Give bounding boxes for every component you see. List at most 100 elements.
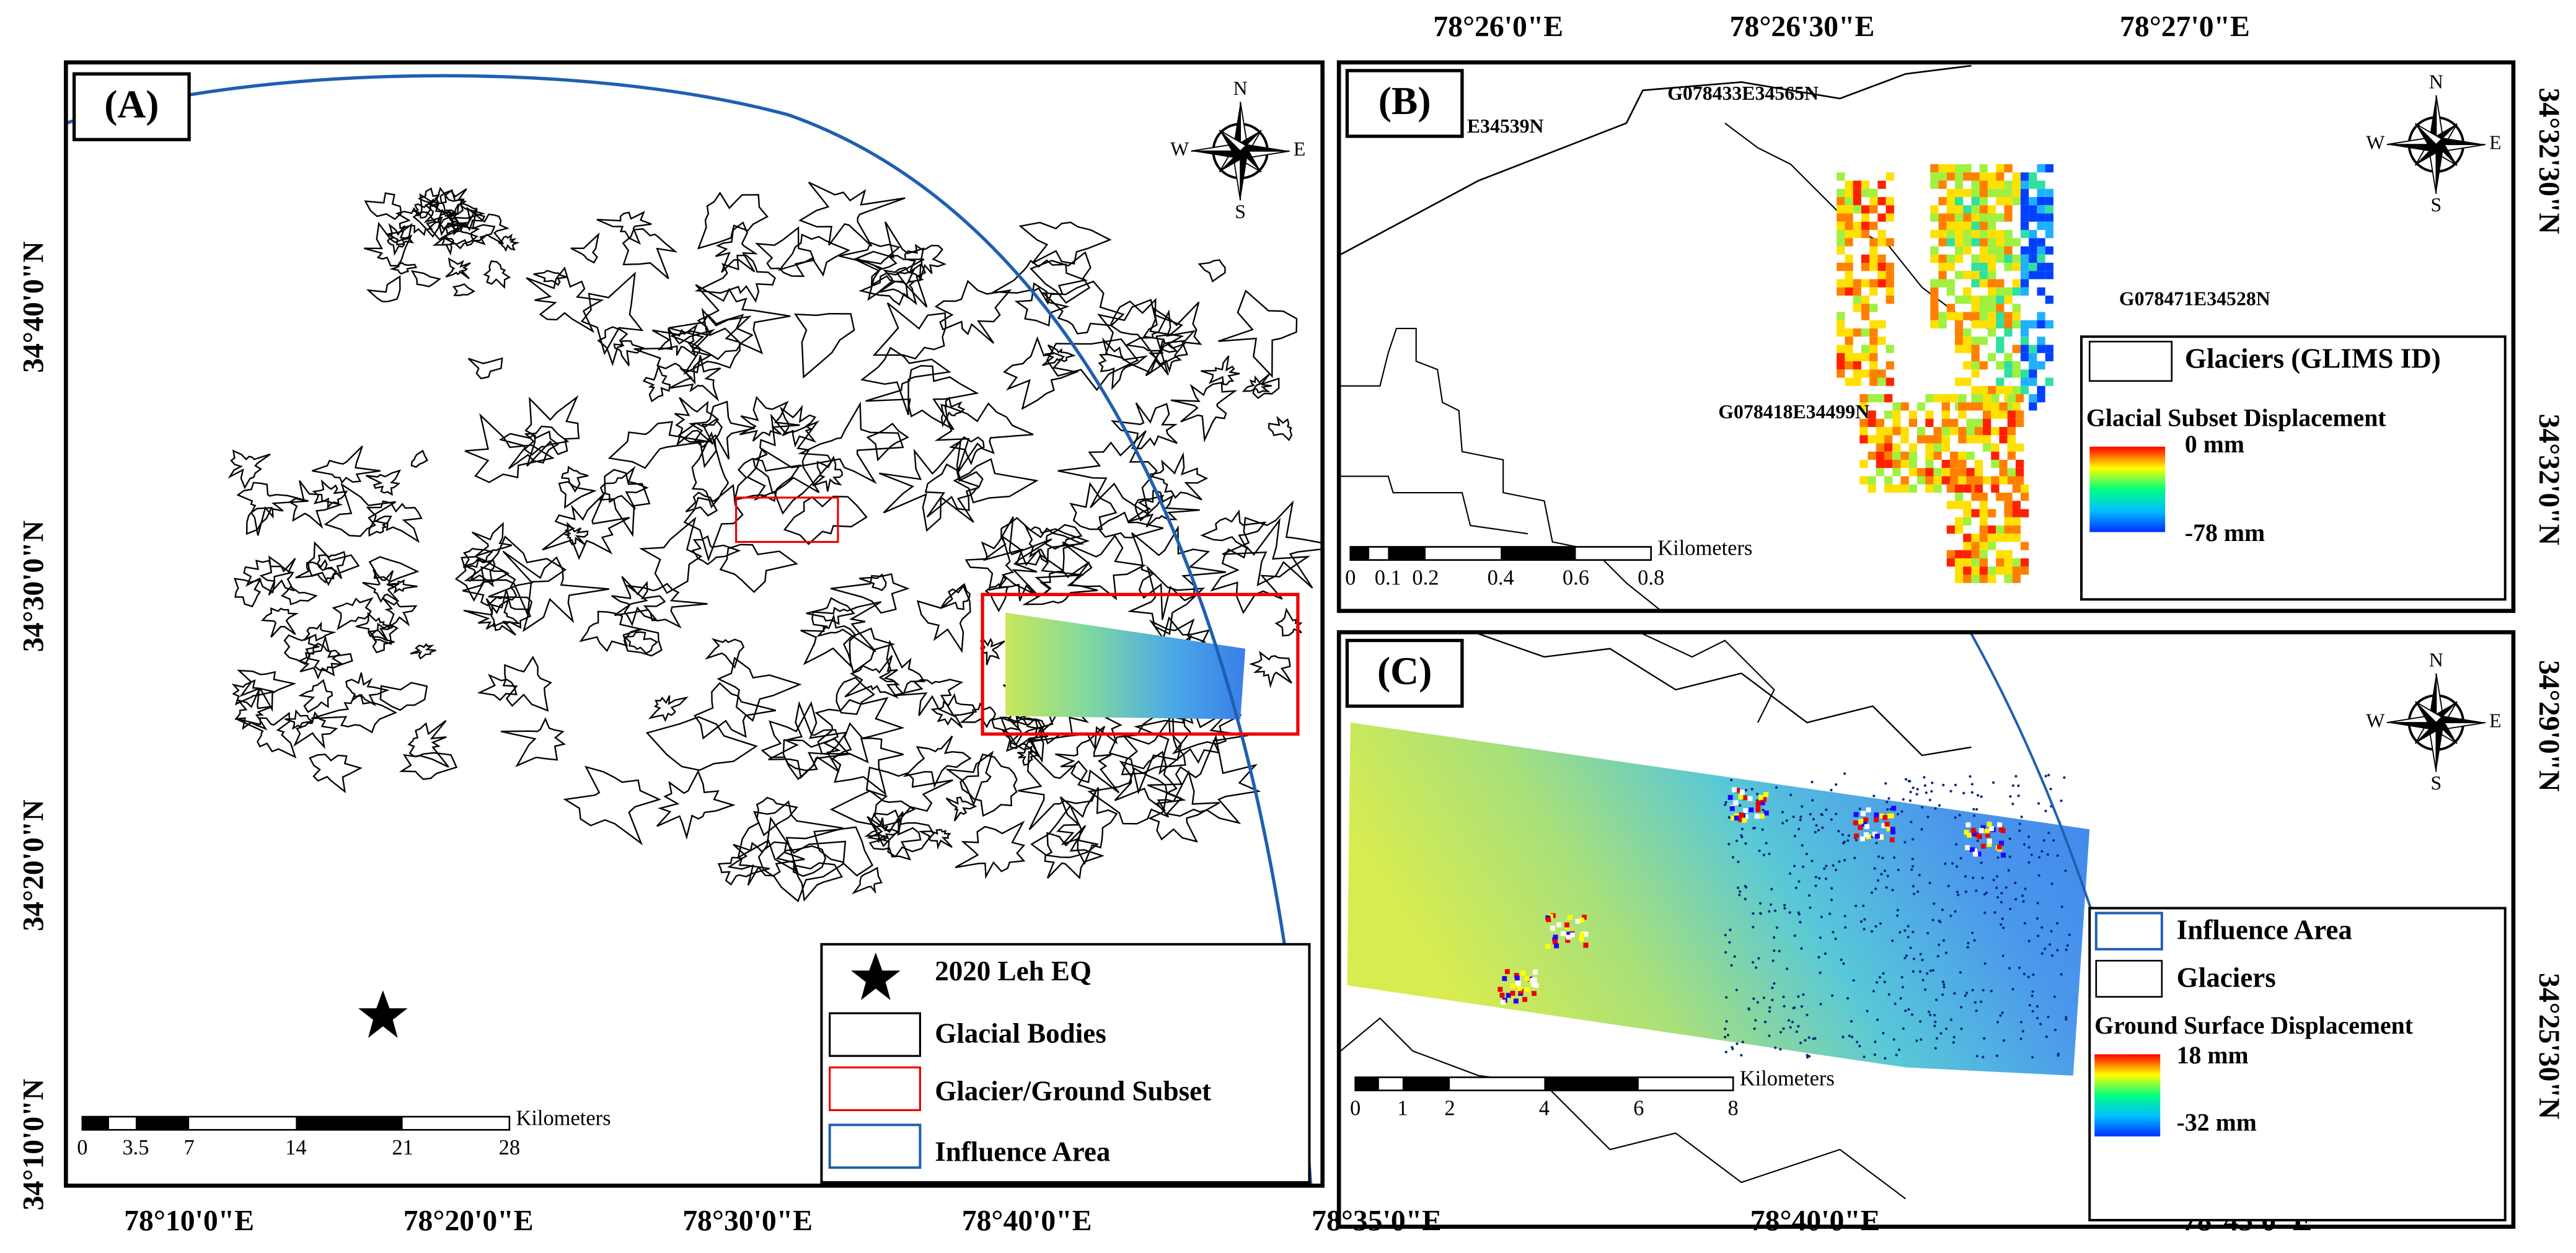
glacier-outline	[477, 674, 518, 701]
raster-pixel	[1859, 418, 1868, 428]
raster-speckle	[2049, 788, 2052, 791]
raster-pixel	[1987, 574, 1996, 583]
raster-speckle	[1729, 928, 1732, 931]
glacier-outline	[860, 346, 951, 416]
raster-pixel	[1996, 230, 2005, 239]
glacier-outline	[234, 689, 273, 731]
raster-pixel	[2004, 164, 2013, 173]
legend-title: Ground Surface Displacement	[2094, 1012, 2414, 1039]
raster-speckle	[1811, 799, 1814, 802]
raster-pixel	[1974, 418, 1983, 428]
raster-pixel	[1991, 427, 2000, 436]
raster-pixel	[1908, 451, 1917, 460]
glacier-outline	[1041, 280, 1125, 335]
raster-pixel	[1517, 986, 1522, 991]
raster-speckle	[1793, 864, 1796, 868]
compass-s: S	[2431, 194, 2442, 216]
glacier-outline	[1242, 374, 1272, 393]
raster-speckle	[1768, 1034, 1771, 1037]
raster-pixel	[1974, 394, 1983, 403]
raster-pixel	[1930, 213, 1939, 222]
raster-speckle	[1819, 1003, 1822, 1006]
raster-pixel	[1845, 213, 1853, 222]
raster-pixel	[1996, 279, 2005, 288]
raster-pixel	[1979, 197, 1988, 206]
raster-speckle	[1931, 781, 1934, 785]
raster-speckle	[2019, 1021, 2023, 1024]
raster-pixel	[2029, 230, 2037, 239]
raster-pixel	[2012, 345, 2021, 353]
raster-pixel	[2012, 385, 2021, 395]
raster-speckle	[1771, 998, 1774, 1001]
raster-pixel	[1971, 172, 1980, 181]
glacier-outline	[387, 223, 409, 256]
raster-speckle	[2031, 994, 2034, 998]
raster-pixel	[1979, 517, 1988, 526]
raster-speckle	[1768, 910, 1771, 913]
raster-pixel	[1964, 830, 1969, 835]
raster-pixel	[1949, 427, 1959, 436]
raster-speckle	[1955, 865, 1959, 868]
glacier-outline	[1007, 718, 1046, 763]
raster-pixel	[2029, 213, 2037, 222]
north-arrow: NSW E	[2366, 71, 2501, 216]
raster-pixel	[1996, 525, 2005, 534]
raster-speckle	[1863, 1055, 1866, 1058]
raster-speckle	[1884, 1057, 1887, 1060]
raster-pixel	[1861, 254, 1870, 263]
raster-speckle	[1789, 1026, 1792, 1029]
raster-pixel	[1954, 493, 1964, 501]
raster-pixel	[1869, 328, 1878, 337]
raster-pixel	[2004, 320, 2013, 329]
raster-speckle	[1727, 816, 1731, 819]
raster-speckle	[1723, 1035, 1727, 1039]
glacier-outline	[737, 800, 844, 874]
scale-bar-segment	[296, 1117, 403, 1130]
raster-pixel	[1963, 501, 1972, 509]
raster-speckle	[1992, 878, 1995, 882]
glacier-outline	[902, 735, 972, 789]
raster-pixel	[2004, 296, 2013, 304]
raster-speckle	[1744, 897, 1747, 900]
glacier-outline	[854, 221, 928, 308]
glacier-outline	[231, 679, 274, 706]
raster-pixel	[2037, 180, 2045, 189]
raster-speckle	[1733, 955, 1736, 958]
glacier-outline	[463, 598, 521, 636]
raster-pixel	[2012, 197, 2021, 206]
raster-pixel	[1946, 197, 1955, 206]
raster-pixel	[1963, 517, 1972, 526]
raster-pixel	[1982, 418, 1992, 428]
raster-pixel	[1958, 435, 1967, 444]
scale-label: 0.4	[1488, 566, 1514, 589]
glacier-outline	[233, 578, 262, 608]
raster-pixel	[1938, 180, 1947, 189]
panel-c-frame	[1336, 630, 2516, 1229]
glacier-outline	[445, 257, 471, 279]
raster-pixel	[1553, 934, 1558, 940]
compass-point	[2415, 701, 2443, 724]
raster-speckle	[1935, 1037, 1938, 1040]
raster-speckle	[1959, 971, 1962, 974]
raster-pixel	[1837, 172, 1845, 181]
glacier-outline	[599, 465, 649, 510]
raster-pixel	[1925, 484, 1934, 493]
raster-pixel	[1963, 558, 1972, 567]
raster-speckle	[2063, 776, 2066, 779]
raster-speckle	[1814, 884, 1817, 887]
raster-pixel	[1987, 525, 1996, 534]
raster-pixel	[1878, 834, 1884, 840]
raster-pixel	[1963, 336, 1972, 345]
glacier-id: G078418E34499N	[1718, 401, 1869, 423]
raster-speckle	[1959, 856, 1962, 860]
raster-pixel	[1998, 827, 2004, 832]
scale-label: 0.8	[1638, 566, 1664, 589]
scale-bar-segment	[1544, 1077, 1639, 1091]
raster-speckle	[1996, 1021, 2000, 1024]
raster-pixel	[2045, 271, 2053, 279]
glacier-outline	[836, 677, 875, 715]
raster-speckle	[1983, 962, 1987, 965]
raster-pixel	[1868, 451, 1876, 460]
glacier-outline	[918, 829, 953, 850]
raster-speckle	[1933, 1024, 1936, 1027]
